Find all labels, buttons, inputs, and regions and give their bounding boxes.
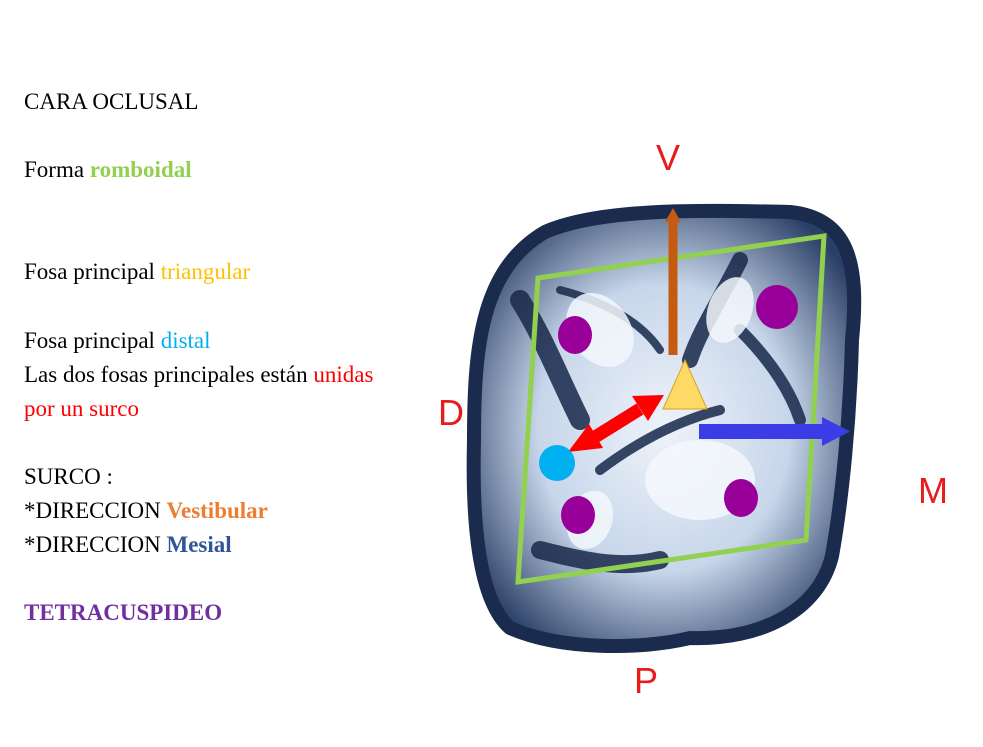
mesial-direction-prefix: *DIRECCION [24,532,167,557]
vestibular-label: V [656,137,681,178]
distal-fossa-line: Fosa principal distal [24,324,211,358]
vestibular-arrow [665,208,681,355]
shape-prefix: Forma [24,157,90,182]
shape-value: romboidal [89,157,192,182]
union-prefix: Las dos fosas principales están [24,362,314,387]
mesial-direction-value: Mesial [166,532,232,557]
mesial-direction-line: *DIRECCION Mesial [24,528,232,562]
cusp-marker [756,285,798,329]
union-value-2: por un surco [24,396,139,421]
palatine-label: P [634,660,659,701]
triangular-fossa-line: Fosa principal triangular [24,255,250,289]
mesial-label: M [918,470,948,511]
cusp-count: TETRACUSPIDEO [24,600,223,625]
distal-fossa-marker [539,445,575,481]
cusp-marker [724,479,758,517]
groove-arrow [568,395,664,452]
union-line: Las dos fosas principales están unidas [24,358,373,392]
distal-fossa-value: distal [160,328,211,353]
distal-label: D [438,392,464,433]
page-title: CARA OCLUSAL [24,89,199,114]
cusp-highlights [566,277,755,550]
shape-line: Forma romboidal [24,153,192,187]
mesial-arrow [699,417,850,446]
triangular-fossa-value: triangular [160,259,251,284]
vestibular-direction-prefix: *DIRECCION [24,498,167,523]
cusp-marker [561,496,595,534]
groove-title: SURCO : [24,464,113,489]
vestibular-direction-line: *DIRECCION Vestibular [24,494,268,528]
vestibular-direction-value: Vestibular [166,498,268,523]
triangular-fossa-marker [662,358,708,410]
triangular-fossa-prefix: Fosa principal [24,259,161,284]
cusp-marker [558,316,592,354]
rhomboid-outline [515,233,827,585]
distal-fossa-prefix: Fosa principal [24,328,161,353]
union-value-1: unidas [313,362,374,387]
